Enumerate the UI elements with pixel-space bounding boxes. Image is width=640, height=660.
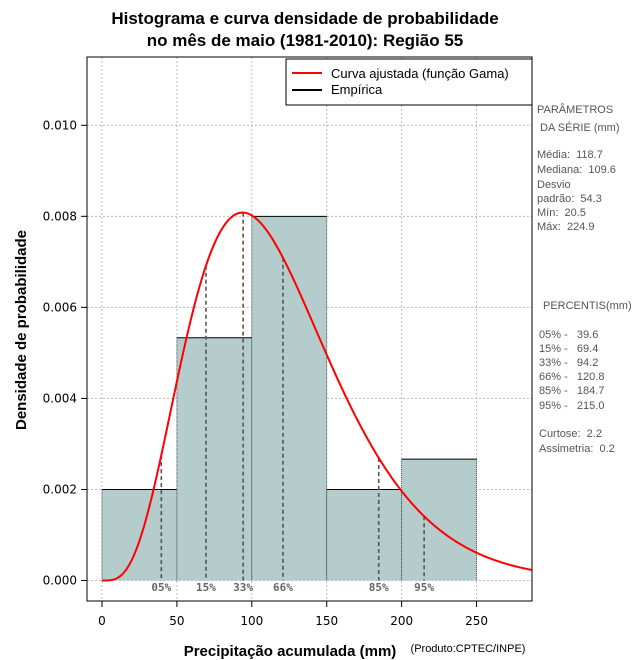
parameter-min: Mín: 20.5 (537, 207, 586, 219)
parameters-title-line-2: DA SÉRIE (mm) (537, 121, 620, 134)
percentile-row: 15% - 69.4 (539, 343, 598, 355)
x-tick-label: 150 (315, 614, 338, 628)
percentile-marker-label: 15% (196, 581, 216, 594)
histogram-bar (401, 459, 477, 581)
percentile-marker-label: 85% (369, 581, 389, 594)
percentiles-title: PERCENTIS(mm) (543, 300, 632, 312)
y-tick-label: 0.000 (43, 574, 77, 588)
parameters-title-line-1: PARÂMETROS (537, 103, 613, 116)
percentile-marker-label: 33% (233, 581, 253, 594)
histogram-bar (251, 216, 327, 581)
legend: Curva ajustada (função Gama) Empírica (285, 58, 533, 106)
percentile-row: 66% - 120.8 (539, 371, 604, 383)
parameter-media: Média: 118.7 (537, 149, 603, 161)
percentile-marker-label: 05% (151, 581, 171, 594)
y-tick-label: 0.008 (43, 209, 77, 223)
percentile-marker-label: 95% (414, 581, 434, 594)
percentile-markers: 05% 15% 33% 66% 85% 95% (151, 212, 434, 594)
parameter-padrao: padrão: 54.3 (537, 193, 602, 205)
legend-label-curve: Curva ajustada (função Gama) (331, 66, 509, 81)
percentile-row: 05% - 39.6 (539, 329, 598, 341)
y-axis-ticks: 0.000 0.002 0.004 0.006 0.008 0.010 (43, 118, 87, 588)
chart-title-line-1: Histograma e curva densidade de probabil… (111, 9, 498, 28)
parameter-mediana: Mediana: 109.6 (537, 164, 616, 176)
y-tick-label: 0.010 (43, 118, 77, 132)
y-tick-label: 0.002 (43, 482, 77, 496)
histogram-bar (326, 489, 402, 581)
fitted-gamma-curve (101, 211, 533, 582)
histogram-bar (101, 489, 177, 581)
x-tick-label: 50 (169, 614, 184, 628)
x-tick-label: 0 (98, 614, 106, 628)
parameter-desvio: Desvio (537, 179, 571, 191)
legend-box (285, 58, 533, 106)
y-tick-label: 0.006 (43, 300, 77, 314)
x-tick-label: 100 (240, 614, 263, 628)
histogram-bars (101, 215, 477, 581)
series-parameters-panel: PARÂMETROS DA SÉRIE (mm) Média: 118.7 Me… (537, 103, 620, 233)
x-tick-label: 200 (390, 614, 413, 628)
x-tick-label: 250 (465, 614, 488, 628)
percentiles-panel: PERCENTIS(mm) 05% - 39.6 15% - 69.4 33% … (539, 300, 632, 455)
chart-title-line-2: no mês de maio (1981-2010): Região 55 (147, 31, 464, 50)
percentile-row: 95% - 215.0 (539, 400, 604, 412)
percentile-row: 85% - 184.7 (539, 385, 604, 397)
product-credit: (Produto:CPTEC/INPE) (411, 643, 526, 655)
plot-frame (86, 56, 533, 602)
kurtosis-value: Curtose: 2.2 (539, 428, 602, 440)
y-tick-label: 0.004 (43, 391, 77, 405)
y-axis-title: Densidade de probabilidade (13, 230, 30, 430)
histogram-bar (176, 337, 252, 581)
percentile-marker-label: 66% (273, 581, 293, 594)
skewness-value: Assimetria: 0.2 (539, 443, 615, 455)
x-axis-ticks: 0 50 100 150 200 250 (98, 601, 488, 628)
x-axis-title: Precipitação acumulada (mm) (184, 643, 397, 660)
parameter-max: Máx: 224.9 (537, 221, 594, 233)
legend-label-empirical: Empírica (331, 82, 383, 97)
percentile-row: 33% - 94.2 (539, 357, 598, 369)
